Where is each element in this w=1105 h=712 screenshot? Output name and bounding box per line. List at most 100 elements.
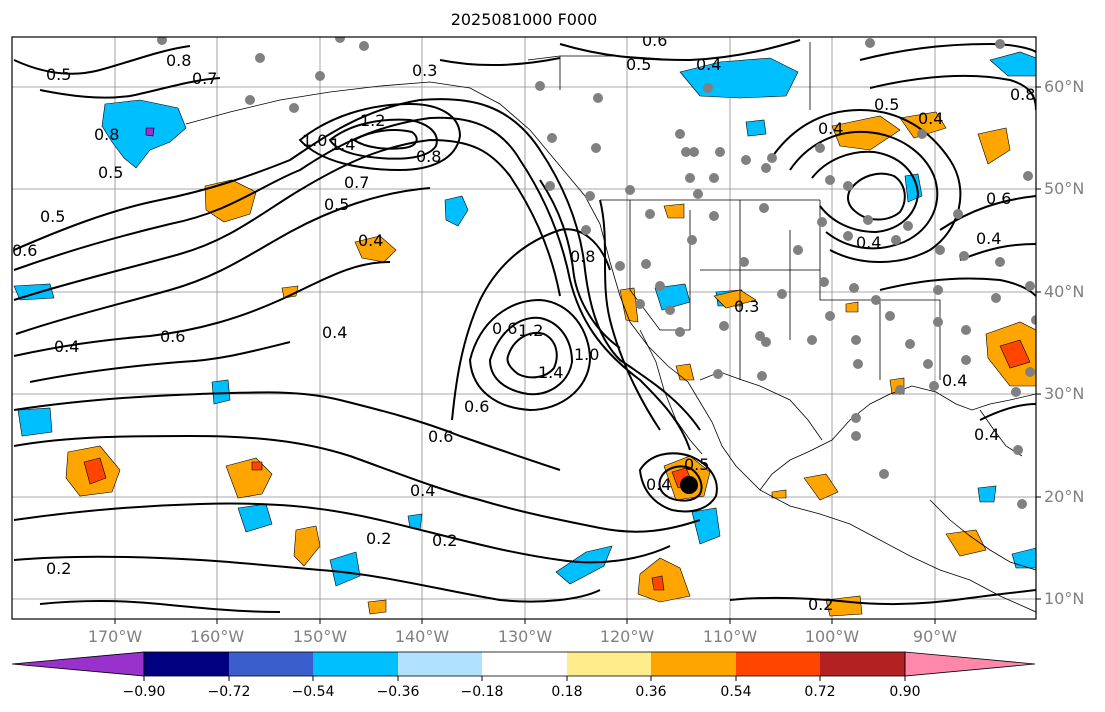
longitude-label: 90°W	[912, 627, 958, 646]
longitude-label: 120°W	[599, 627, 655, 646]
latitude-label: 60°N	[1044, 77, 1085, 96]
red-patch	[251, 461, 263, 471]
colorbar-bin	[567, 652, 651, 676]
coastlines	[185, 42, 1036, 613]
colorbar-tick-label: 0.18	[551, 684, 583, 700]
contour-label: 0.5	[626, 55, 651, 74]
contour-lines	[13, 39, 1036, 613]
contour-label: 1.0	[302, 131, 327, 150]
colorbar-bin	[313, 652, 398, 676]
longitude-label: 150°W	[292, 627, 348, 646]
blue-patch	[329, 551, 361, 587]
contour-label: 0.5	[98, 163, 123, 182]
orange-patch	[713, 289, 757, 309]
contour-label: 0.3	[734, 297, 759, 316]
latitude-label: 10°N	[1044, 589, 1085, 608]
contour-label: 0.4	[942, 371, 967, 390]
orange-patch	[619, 287, 639, 323]
contour-label: 0.4	[54, 337, 79, 356]
map-frame	[11, 36, 1037, 620]
colorbar-bin	[229, 652, 313, 676]
longitude-label: 160°W	[189, 627, 245, 646]
red-patch	[999, 339, 1031, 369]
blue-patch	[691, 507, 721, 545]
contour-label: 0.5	[324, 195, 349, 214]
contour-label: 1.4	[330, 135, 355, 154]
contour-label: 0.6	[428, 427, 453, 446]
contour-label: 0.5	[40, 207, 65, 226]
longitude-label: 140°W	[394, 627, 450, 646]
contour-label: 1.0	[574, 345, 599, 364]
colorbar-extend-low	[11, 651, 145, 677]
orange-patch	[663, 203, 685, 219]
contour-label: 0.7	[192, 69, 217, 88]
contour-label: 0.6	[464, 397, 489, 416]
latitude-label: 50°N	[1044, 179, 1085, 198]
blue-patch	[555, 545, 613, 585]
colorbar-bin	[736, 652, 820, 676]
colorbar-tick-label: −0.18	[460, 684, 504, 700]
colorbar-bin	[398, 652, 482, 676]
contour-label: 0.6	[160, 327, 185, 346]
colorbar-bin	[820, 652, 905, 676]
contour-labels: 0.5 0.8 0.7 0.3 0.4 0.6 0.5 1.0 1.4 1.2 …	[12, 31, 1035, 614]
colorbar-tick-label: −0.72	[207, 684, 251, 700]
contour-label: 0.5	[684, 455, 709, 474]
contour-label: 0.5	[46, 65, 71, 84]
blue-patch	[237, 503, 273, 533]
blue-patch	[745, 119, 767, 137]
contour-label: 0.8	[570, 247, 595, 266]
orange-patch	[293, 525, 321, 567]
latitude-label: 20°N	[1044, 487, 1085, 506]
latitude-label: 40°N	[1044, 282, 1085, 301]
longitude-label: 170°W	[87, 627, 143, 646]
colorbar-tick-label: 0.72	[804, 684, 836, 700]
longitude-label: 130°W	[497, 627, 553, 646]
contour-label: 0.6	[642, 31, 667, 50]
contour-label: 0.4	[974, 425, 999, 444]
colorbar-tick-label: 0.90	[889, 684, 921, 700]
orange-patch	[637, 557, 691, 603]
contour-label: 0.8	[94, 125, 119, 144]
colorbar-tick-label: 0.36	[635, 684, 667, 700]
blue-patch	[211, 379, 231, 405]
colorbar-bin	[651, 652, 736, 676]
contour-label: 0.6	[986, 189, 1011, 208]
map-title: 2025081000 F000	[450, 10, 598, 29]
blue-patch	[17, 407, 53, 437]
longitude-label: 100°W	[804, 627, 860, 646]
contour-label: 0.4	[322, 323, 347, 342]
contour-label: 0.4	[410, 481, 435, 500]
orange-patch	[354, 235, 397, 263]
contour-label: 1.2	[360, 111, 385, 130]
graticule	[12, 37, 1036, 619]
contour-label: 0.4	[358, 231, 383, 250]
colorbar-extend-high	[904, 651, 1036, 677]
station-dots	[157, 37, 1036, 509]
orange-patch	[367, 599, 387, 615]
axis-ticks	[114, 86, 1041, 624]
blue-patch	[444, 195, 469, 227]
contour-label: 0.4	[818, 119, 843, 138]
orange-patch	[803, 473, 839, 501]
contour-label: 1.4	[538, 363, 563, 382]
orange-patch	[977, 127, 1011, 165]
contour-label: 0.2	[432, 531, 457, 550]
contour-label: 0.6	[492, 319, 517, 338]
colorbar-tick-label: −0.90	[122, 684, 166, 700]
latitude-label: 30°N	[1044, 384, 1085, 403]
longitude-label: 110°W	[702, 627, 758, 646]
contour-label: 0.4	[696, 55, 721, 74]
colorbar-bin	[144, 652, 229, 676]
contour-label: 0.4	[976, 229, 1001, 248]
contour-label: 0.8	[166, 51, 191, 70]
contour-label: 0.2	[808, 595, 833, 614]
colorbar	[11, 651, 1036, 681]
shaded-fields	[13, 51, 1036, 617]
orange-patch	[945, 529, 987, 557]
contour-label: 0.8	[416, 147, 441, 166]
contour-label: 0.6	[12, 241, 37, 260]
orange-patch	[845, 301, 859, 313]
contour-label: 0.5	[874, 95, 899, 114]
